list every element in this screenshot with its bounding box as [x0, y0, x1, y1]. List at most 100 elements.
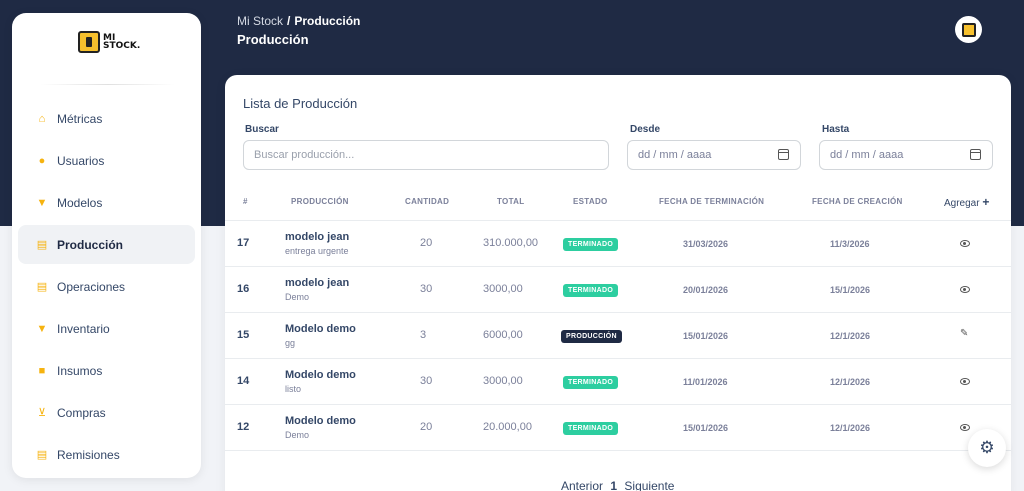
status-badge: TERMINADO: [563, 376, 619, 389]
eye-icon[interactable]: [960, 378, 970, 385]
sidebar-item-operaciones[interactable]: ▤ Operaciones: [18, 267, 195, 306]
pencil-icon[interactable]: ✎: [960, 328, 969, 339]
document-icon: ▤: [36, 239, 48, 251]
sidebar-item-label: Operaciones: [57, 279, 126, 294]
sidebar-item-inventario[interactable]: ▼ Inventario: [18, 309, 195, 348]
search-field: [243, 140, 609, 170]
eye-icon[interactable]: [960, 286, 970, 293]
eye-icon[interactable]: [960, 240, 970, 247]
sidebar-item-label: Usuarios: [57, 153, 105, 168]
sidebar-item-usuarios[interactable]: ● Usuarios: [18, 141, 195, 180]
sidebar-nav: ⌂ Métricas ● Usuarios ▼ Modelos ▤ Producción ▤ Op…: [18, 99, 195, 477]
breadcrumb-root[interactable]: Mi Stock: [237, 14, 284, 28]
logo-box-icon: [78, 31, 100, 53]
to-label: Hasta: [822, 124, 850, 135]
row-divider: [225, 404, 1011, 405]
card-title: Lista de Producción: [243, 96, 358, 111]
settings-button[interactable]: ⚙: [968, 429, 1006, 467]
row-id: 16: [237, 283, 250, 295]
column-header-estado: Estado: [573, 197, 608, 206]
created-date: 15/1/2026: [830, 285, 871, 295]
row-divider: [225, 450, 1011, 451]
column-header-fecha-terminacion: Fecha de terminación: [659, 197, 765, 206]
calendar-icon[interactable]: [778, 149, 789, 160]
page-title: Producción: [237, 32, 309, 47]
column-header-cantidad: Cantidad: [405, 197, 450, 206]
row-divider: [225, 358, 1011, 359]
end-date: 15/01/2026: [683, 331, 729, 341]
status-badge: TERMINADO: [563, 284, 619, 297]
production-name: Modelo demo: [285, 323, 356, 335]
search-label: Buscar: [245, 124, 279, 135]
users-icon: ●: [38, 154, 46, 167]
shirt-icon: ▼: [36, 322, 48, 335]
production-name: modelo jean: [285, 231, 350, 243]
from-date-placeholder: dd / mm / aaaa: [638, 149, 712, 161]
table-row: 14 Modelo demo listo 30 3000,00 TERMINADO 11/0…: [225, 358, 1011, 404]
sidebar-divider: [40, 84, 175, 85]
production-note: listo: [285, 384, 302, 394]
column-header-fecha-creacion: Fecha de creación: [812, 197, 903, 206]
end-date: 20/01/2026: [683, 285, 729, 295]
add-button[interactable]: Agregar +: [944, 195, 989, 209]
sidebar-item-label: Métricas: [57, 111, 103, 126]
row-divider: [225, 266, 1011, 267]
sidebar-item-compras[interactable]: ⊻ Compras: [18, 393, 195, 432]
row-id: 15: [237, 329, 250, 341]
status-badge: TERMINADO: [563, 238, 619, 251]
column-header-total: Total: [497, 197, 525, 206]
end-date: 11/01/2026: [683, 377, 728, 387]
total: 3000,00: [483, 375, 523, 387]
calendar-icon[interactable]: [970, 149, 981, 160]
sidebar-item-remisiones[interactable]: ▤ Remisiones: [18, 435, 195, 474]
current-page[interactable]: 1: [610, 479, 618, 491]
created-date: 11/3/2026: [830, 239, 870, 249]
document-icon: ▤: [36, 281, 48, 293]
to-date-field[interactable]: dd / mm / aaaa: [819, 140, 993, 170]
next-page-button[interactable]: Siguiente: [624, 479, 675, 491]
sidebar: MI STOCK. ⌂ Métricas ● Usuarios ▼ Modelos ▤ Pro…: [12, 13, 201, 478]
production-name: Modelo demo: [285, 415, 356, 427]
sidebar-item-modelos[interactable]: ▼ Modelos: [18, 183, 195, 222]
sidebar-item-label: Modelos: [57, 195, 103, 210]
status-badge: TERMINADO: [563, 422, 619, 435]
column-header-produccion: Producción: [291, 197, 349, 206]
production-name: Modelo demo: [285, 369, 356, 381]
quantity: 20: [420, 237, 433, 249]
eye-icon[interactable]: [960, 424, 970, 431]
created-date: 12/1/2026: [830, 377, 871, 387]
gear-icon: ⚙: [979, 438, 995, 457]
sidebar-item-produccion[interactable]: ▤ Producción: [18, 225, 195, 264]
cart-icon: ⊻: [37, 407, 47, 419]
search-input[interactable]: [254, 149, 608, 161]
quantity: 20: [420, 421, 433, 433]
production-note: Demo: [285, 292, 310, 302]
from-date-field[interactable]: dd / mm / aaaa: [627, 140, 801, 170]
logo-text-line1: MI: [103, 33, 116, 43]
sidebar-item-insumos[interactable]: ■ Insumos: [18, 351, 195, 390]
box-icon: ■: [38, 364, 46, 377]
column-header-id: #: [243, 197, 248, 206]
total: 6000,00: [483, 329, 523, 341]
status-badge: PRODUCCIÓN: [561, 330, 622, 343]
to-date-placeholder: dd / mm / aaaa: [830, 149, 904, 161]
sidebar-item-metricas[interactable]: ⌂ Métricas: [18, 99, 195, 138]
prev-page-button[interactable]: Anterior: [561, 479, 604, 491]
end-date: 15/01/2026: [683, 423, 729, 433]
pagination: Anterior 1 Siguiente: [561, 479, 674, 491]
table-row: 12 Modelo demo Demo 20 20.000,00 TERMINADO 15/…: [225, 404, 1011, 450]
row-id: 14: [237, 375, 250, 387]
add-button-label: Agregar: [944, 198, 980, 209]
app-logo[interactable]: MI STOCK.: [78, 31, 140, 53]
avatar[interactable]: [955, 16, 982, 43]
home-icon: ⌂: [38, 112, 46, 125]
created-date: 12/1/2026: [830, 331, 871, 341]
breadcrumb-separator: /: [287, 14, 291, 28]
shirt-icon: ▼: [36, 196, 48, 209]
from-label: Desde: [630, 124, 661, 135]
logo-text-line2: STOCK.: [103, 41, 141, 51]
sidebar-item-label: Compras: [57, 405, 106, 420]
production-note: Demo: [285, 430, 310, 440]
breadcrumb-current: Producción: [294, 14, 361, 28]
table-row: 16 modelo jean Demo 30 3000,00 TERMINADO 20/01…: [225, 266, 1011, 312]
